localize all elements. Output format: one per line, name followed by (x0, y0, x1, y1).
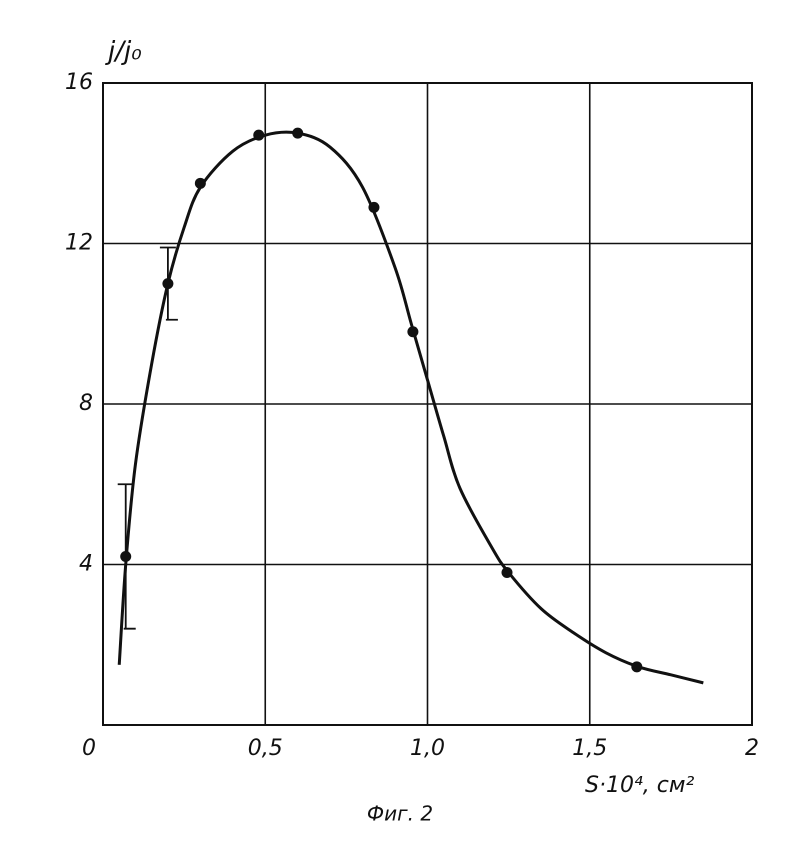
x-tick-label: 1,0 (410, 736, 445, 761)
data-point (120, 551, 131, 562)
data-point (195, 178, 206, 189)
fit-curve (119, 132, 703, 683)
y-axis-label: j/j₀ (105, 37, 142, 67)
x-tick-label: 0 (82, 736, 96, 761)
data-point (253, 130, 264, 141)
x-axis-label: S·10⁴, см² (585, 773, 694, 798)
x-tick-label: 0,5 (248, 736, 283, 761)
data-point (407, 326, 418, 337)
data-point (292, 128, 303, 139)
y-tick-label: 16 (65, 70, 93, 95)
x-tick-label: 2 (745, 736, 759, 761)
data-point (631, 661, 642, 672)
page: j/j₀ S·10⁴, см² Фиг. 2 4 8 12 16 0 0,5 1,0 1,5 2… (0, 0, 800, 860)
y-tick-label: 4 (79, 552, 93, 577)
data-point (368, 202, 379, 213)
data-point (162, 278, 173, 289)
data-point (502, 567, 513, 578)
x-tick-label: 1,5 (572, 736, 607, 761)
chart: j/j₀ S·10⁴, см² Фиг. 2 4 8 12 16 0 0,5 1,0 1,5 2 (0, 0, 800, 860)
caption: Фиг. 2 (367, 802, 433, 826)
y-tick-label: 8 (79, 391, 93, 416)
y-tick-label: 12 (65, 231, 93, 256)
